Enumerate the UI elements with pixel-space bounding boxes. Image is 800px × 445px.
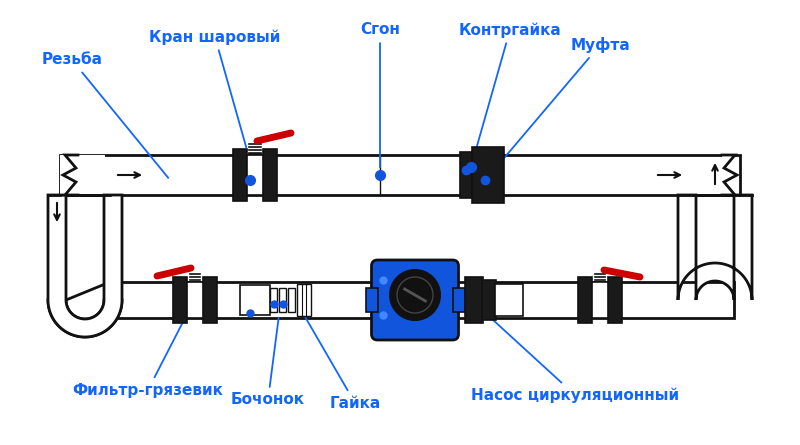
Polygon shape (63, 155, 78, 195)
Bar (203, 277, 217, 323)
Bar (279, 288, 286, 312)
Bar (472, 147, 504, 203)
Text: Гайка: Гайка (306, 317, 381, 410)
Polygon shape (48, 195, 122, 337)
FancyBboxPatch shape (371, 260, 458, 340)
Text: Резьба: Резьба (42, 53, 168, 178)
Text: Насос циркуляционный: Насос циркуляционный (447, 278, 679, 403)
Bar (578, 277, 592, 323)
Bar (60, 155, 105, 195)
Bar (608, 277, 622, 323)
Polygon shape (722, 155, 737, 195)
Text: Бочонок: Бочонок (231, 318, 305, 408)
Bar (288, 288, 295, 312)
Polygon shape (48, 300, 122, 337)
Bar (173, 277, 187, 323)
Bar (460, 152, 472, 198)
Text: Фильтр-грязевик: Фильтр-грязевик (73, 320, 223, 397)
Bar (465, 277, 482, 323)
Bar (104, 282, 115, 318)
Bar (482, 280, 495, 320)
Text: Муфта: Муфта (490, 37, 630, 175)
Bar (366, 288, 378, 312)
Bar (233, 149, 247, 201)
Bar (240, 285, 270, 315)
Bar (297, 284, 311, 316)
Bar (247, 155, 263, 195)
Text: Кран шаровый: Кран шаровый (150, 29, 281, 147)
Bar (494, 284, 522, 316)
Bar (453, 288, 465, 312)
Text: Сгон: Сгон (360, 23, 400, 167)
Polygon shape (678, 195, 752, 300)
Bar (270, 288, 277, 312)
Bar (263, 149, 277, 201)
Circle shape (390, 270, 440, 320)
Bar (187, 282, 203, 318)
Bar (592, 282, 608, 318)
Bar (104, 282, 734, 318)
Text: Контргайка: Контргайка (458, 22, 562, 164)
Bar (60, 155, 740, 195)
